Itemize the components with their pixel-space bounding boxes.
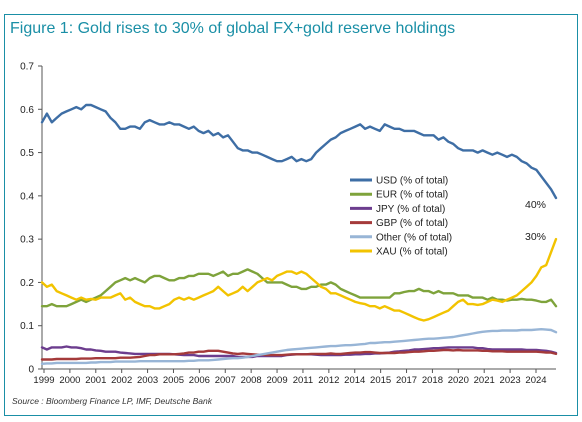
y-tick-label: 0.2 [20, 278, 34, 289]
y-tick-label: 0.4 [20, 191, 34, 202]
legend-label-xau: XAU (% of total) [376, 247, 448, 258]
x-tick-label: 2023 [500, 375, 521, 386]
y-tick-label: 0.5 [20, 148, 34, 159]
x-tick-label: 2014 [344, 375, 365, 386]
series-line-gbp [40, 348, 558, 361]
x-tick-label: 2024 [525, 375, 546, 386]
legend-label-usd: USD (% of total) [376, 176, 448, 187]
series-line-xau [40, 237, 558, 322]
end-label-xau: 30% [525, 231, 546, 243]
x-tick-label: 2007 [215, 375, 236, 386]
y-tick-label: 0 [28, 365, 34, 376]
x-tick-label: 2011 [293, 375, 313, 386]
x-tick-label: 2020 [448, 375, 469, 386]
x-tick-label: 2018 [422, 375, 443, 386]
series-line-usd [40, 103, 558, 200]
legend-label-eur: EUR (% of total) [376, 190, 448, 201]
y-tick-label: 0.7 [20, 62, 34, 73]
x-tick-label: 2009 [266, 375, 287, 386]
y-tick-label: 0.1 [20, 321, 34, 332]
legend-label-jpy: JPY (% of total) [376, 204, 445, 215]
x-tick-label: 2008 [241, 375, 262, 386]
y-tick-label: 0.3 [20, 235, 34, 246]
legend-label-other: Other (% of total) [376, 232, 452, 243]
legend-label-gbp: GBP (% of total) [376, 218, 448, 229]
x-tick-label: 2015 [370, 375, 391, 386]
x-tick-label: 2003 [137, 375, 158, 386]
x-tick-label: 2017 [396, 375, 417, 386]
x-tick-label: 2021 [474, 375, 495, 386]
end-label-usd: 40% [525, 199, 546, 211]
x-tick-label: 2006 [189, 375, 210, 386]
x-tick-label: 2002 [111, 375, 132, 386]
x-tick-label: 2000 [59, 375, 80, 386]
x-tick-label: 2012 [318, 375, 339, 386]
x-tick-label: 2005 [163, 375, 184, 386]
figure-frame [4, 14, 578, 416]
y-tick-label: 0.6 [20, 105, 34, 116]
x-tick-label: 2001 [85, 375, 106, 386]
figure-title: Figure 1: Gold rises to 30% of global FX… [10, 20, 456, 37]
series-line-eur [40, 268, 558, 308]
x-tick-label: 1999 [33, 375, 54, 386]
source-note: Source : Bloomberg Finance LP, IMF, Deut… [12, 396, 213, 406]
series-line-other [40, 328, 558, 365]
